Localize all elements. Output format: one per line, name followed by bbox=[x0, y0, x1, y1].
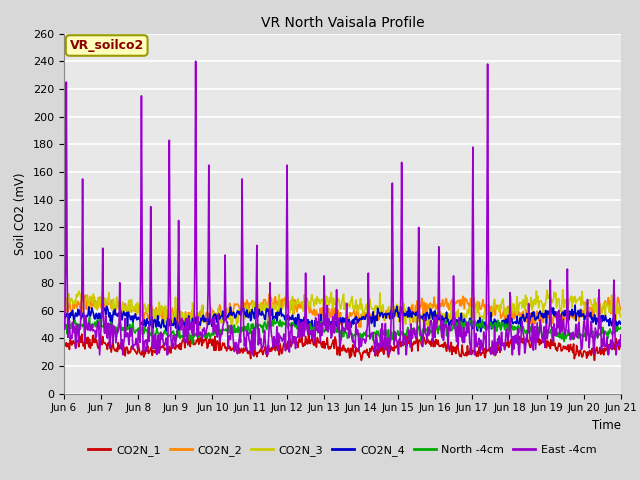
Text: VR_soilco2: VR_soilco2 bbox=[70, 39, 144, 52]
Legend: CO2N_1, CO2N_2, CO2N_3, CO2N_4, North -4cm, East -4cm: CO2N_1, CO2N_2, CO2N_3, CO2N_4, North -4… bbox=[84, 440, 601, 460]
X-axis label: Time: Time bbox=[592, 419, 621, 432]
Title: VR North Vaisala Profile: VR North Vaisala Profile bbox=[260, 16, 424, 30]
Y-axis label: Soil CO2 (mV): Soil CO2 (mV) bbox=[15, 172, 28, 255]
